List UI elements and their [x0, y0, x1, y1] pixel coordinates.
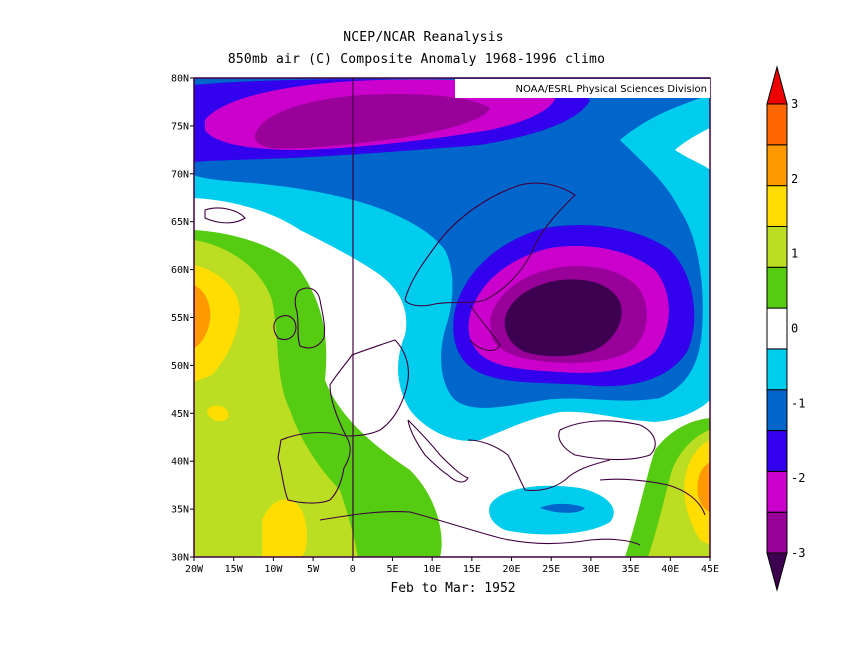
cold-purple-band [254, 94, 490, 149]
lon-tick-label: 5W [307, 564, 320, 575]
lon-tick-label: 10W [264, 564, 283, 575]
colorbar-label: -3 [791, 546, 805, 560]
colorbar-segment [766, 144, 788, 187]
lon-tick-label: 20W [185, 564, 204, 575]
east-orange-band [697, 462, 710, 512]
lon-tick-label: 15W [225, 564, 244, 575]
lon-tick-label: 10E [423, 564, 441, 575]
colorbar-label: 1 [791, 247, 798, 261]
colorbar-label: 0 [791, 322, 798, 336]
lat-tick-label: 75N [171, 121, 189, 132]
colorbar-segment [766, 511, 788, 554]
colorbar-segment [766, 430, 788, 472]
colorbar-segment [766, 307, 788, 350]
colorbar-max-arrow [766, 65, 788, 105]
colorbar-segment [766, 103, 788, 146]
black-sea-coast [558, 420, 656, 461]
colorbar-segment [766, 470, 788, 513]
lon-tick-label: 45E [701, 564, 719, 575]
iberia-coast [277, 432, 351, 504]
longitude-axis: 20W 15W 10W 5W 0 5E 10E 15E 20E 25E 30E 35E 40E 45E [185, 557, 719, 575]
lat-tick-label: 65N [171, 217, 189, 228]
lat-tick-label: 80N [171, 74, 189, 85]
chart-subtitle: 850mb air (C) Composite Anomaly 1968-199… [227, 52, 606, 67]
colorbar-segment [766, 266, 788, 309]
lat-tick-label: 40N [171, 457, 189, 468]
chart-title: NCEP/NCAR Reanalysis [343, 30, 504, 45]
lat-tick-label: 35N [171, 505, 189, 516]
colorbar-segment [766, 348, 788, 391]
scandinavia-coast [404, 182, 576, 307]
lat-tick-label: 50N [171, 361, 189, 372]
lon-tick-label: 40E [661, 564, 679, 575]
lat-tick-label: 30N [171, 553, 189, 564]
lon-tick-label: 15E [463, 564, 481, 575]
lat-tick-label: 45N [171, 409, 189, 420]
cold-deep-core [504, 279, 622, 357]
colorbar-segment [766, 185, 788, 227]
colorbar-label: -2 [791, 471, 805, 485]
iceland-coast [204, 207, 246, 224]
ireland-coast [273, 315, 297, 341]
britain-coast [294, 287, 326, 349]
lat-tick-label: 70N [171, 169, 189, 180]
colorbar-segment [766, 225, 788, 268]
colorbar-label: 2 [791, 172, 798, 186]
latitude-axis: 80N 75N 70N 65N 60N 55N 50N 45N 40N 35N 30N [171, 74, 194, 564]
lon-tick-label: 5E [386, 564, 398, 575]
balkans-coast [467, 439, 611, 492]
east-yellow-band [684, 440, 710, 545]
colorbar-min-arrow [766, 552, 788, 592]
turkey-coast [599, 478, 706, 516]
baltic-coast [469, 304, 501, 351]
med-blue-core [540, 503, 585, 513]
lon-tick-label: 0 [350, 564, 356, 575]
credit-box [455, 79, 710, 98]
lon-tick-label: 30E [582, 564, 600, 575]
coastlines [204, 182, 706, 546]
lat-tick-label: 60N [171, 265, 189, 276]
shading-layer [194, 78, 710, 557]
north-africa-coast [319, 511, 641, 546]
credit-label: NOAA/ESRL Physical Sciences Division [516, 84, 708, 95]
colorbar-label: 3 [791, 97, 798, 111]
lat-tick-label: 55N [171, 313, 189, 324]
colorbar-segment [766, 389, 788, 432]
warm-yellow-south [262, 499, 308, 557]
france-coast [329, 339, 409, 437]
lon-tick-label: 35E [622, 564, 640, 575]
lon-tick-label: 25E [542, 564, 560, 575]
colorbar-label: -1 [791, 396, 805, 410]
italy-coast [407, 419, 469, 483]
warm-yellow-band [194, 265, 240, 382]
lon-tick-label: 20E [503, 564, 521, 575]
colorbar: 3 2 1 0 -1 -2 -3 [766, 65, 805, 592]
warm-yellow-patch [207, 405, 229, 422]
warm-orange-band [194, 285, 211, 348]
period-label: Feb to Mar: 1952 [390, 581, 516, 596]
